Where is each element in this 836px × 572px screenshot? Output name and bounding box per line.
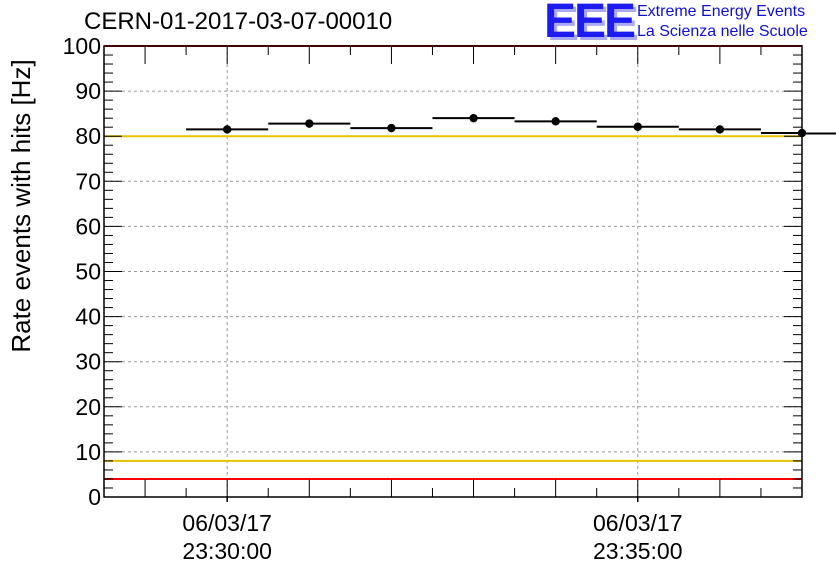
y-tick-label: 70 [75, 168, 101, 194]
y-tick-label: 10 [75, 439, 101, 465]
logo-text-line1: Extreme Energy Events [637, 3, 806, 20]
x-tick-date-label: 06/03/17 [593, 510, 683, 536]
data-point [551, 117, 560, 126]
y-tick-label: 40 [75, 304, 101, 330]
axes: 010203040506070809010006/03/1723:30:0006… [63, 33, 803, 564]
eee-logo-mark: EEE [544, 0, 636, 48]
y-tick-label: 100 [63, 33, 101, 59]
data-point [633, 122, 642, 131]
reference-lines [104, 45, 802, 480]
x-tick-date-label: 06/03/17 [182, 510, 272, 536]
x-tick-time-label: 23:30:00 [182, 538, 272, 564]
y-tick-label: 90 [75, 78, 101, 104]
data-point [715, 125, 725, 134]
data-point [222, 125, 232, 134]
y-tick-label: 60 [75, 213, 101, 239]
grid-lines [104, 46, 802, 497]
data-point [387, 123, 396, 133]
y-tick-label: 20 [75, 394, 101, 420]
chart-title: CERN-01-2017-03-07-00010 [84, 8, 393, 35]
data-point [469, 113, 478, 123]
logo-text-line2: La Scienza nelle Scuole [637, 23, 808, 40]
y-tick-label: 30 [75, 349, 101, 375]
data-point [305, 119, 314, 128]
y-tick-label: 0 [88, 484, 101, 510]
x-tick-time-label: 23:35:00 [593, 538, 683, 564]
y-axis-label: Rate events with hits [Hz] [6, 59, 36, 352]
eee-logo: EEE Extreme Energy Events La Scienza nel… [542, 0, 836, 48]
data-points [186, 113, 836, 138]
y-tick-label: 80 [75, 123, 101, 149]
y-tick-label: 50 [75, 259, 101, 285]
